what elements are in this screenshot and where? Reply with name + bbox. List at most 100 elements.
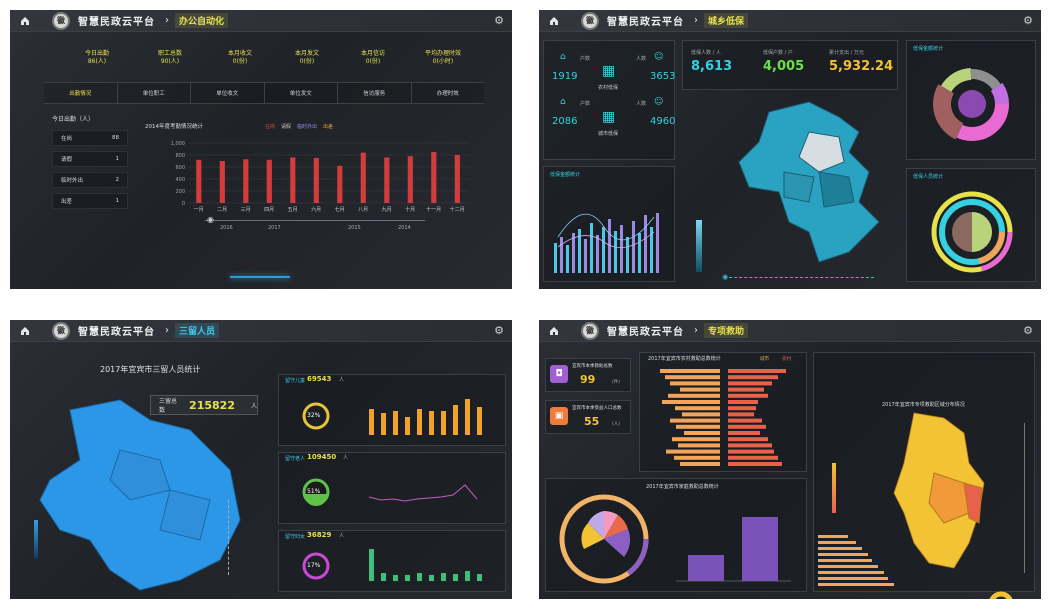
bar — [662, 400, 720, 404]
bar[interactable] — [313, 158, 319, 203]
bar[interactable] — [243, 159, 249, 203]
home-icon[interactable] — [16, 322, 34, 340]
bar — [670, 381, 720, 386]
group-label: 留守妇女 — [285, 534, 306, 540]
timeline-label[interactable]: 2016 — [220, 225, 233, 231]
gear-icon[interactable]: ⚙ — [1023, 14, 1033, 27]
bar — [728, 437, 768, 442]
x-tick-label: 十二月 — [450, 206, 465, 213]
module-title: 城乡低保 — [704, 13, 749, 28]
timeline-label[interactable]: 2015 — [348, 225, 361, 231]
card-label: 宜宾市本季救助总数 — [572, 364, 613, 369]
card-unit: (件) — [612, 380, 621, 385]
legend-gradient — [34, 520, 38, 558]
bar — [728, 449, 774, 454]
tab-staff[interactable]: 单位职工 — [118, 83, 191, 103]
bar — [666, 449, 720, 454]
play-icon[interactable]: ◉ — [722, 273, 729, 281]
kpi-incoming: 本月收文 0(份) — [227, 50, 252, 65]
play-icon[interactable]: ◉ — [207, 215, 214, 224]
logo-icon: 徽 — [581, 321, 599, 340]
bar — [728, 412, 754, 417]
tab-attendance[interactable]: 出勤情况 — [44, 83, 118, 103]
bar[interactable] — [337, 165, 343, 203]
x-tick-label: 二月 — [217, 207, 227, 213]
bar — [626, 237, 629, 273]
aid-map[interactable] — [874, 393, 994, 583]
trend-box: 低保金额统计 — [543, 166, 675, 282]
logo-icon: 徽 — [52, 321, 70, 340]
bar — [608, 219, 611, 273]
timeline-line — [724, 277, 874, 278]
y-tick-label: 1,000 — [171, 141, 185, 147]
logo-icon: 徽 — [52, 11, 70, 30]
bar — [668, 393, 720, 398]
card-aid-count: ◘ 宜宾市本季救助总数 99 (件) — [545, 358, 631, 392]
legend-gradient — [696, 220, 702, 272]
home-icon[interactable] — [16, 12, 34, 30]
bar — [728, 462, 782, 466]
group-elderly: 留守老人 109450 人 51% — [278, 452, 506, 524]
house-icon: ⌂ — [560, 52, 566, 62]
bar[interactable] — [219, 161, 225, 203]
tab-incoming[interactable]: 单位收文 — [191, 83, 265, 103]
bar — [676, 424, 720, 429]
tab-outgoing[interactable]: 单位发文 — [265, 83, 338, 103]
y-tick-label: 0 — [182, 201, 185, 207]
platform-title: 智慧民政云平台 — [607, 327, 684, 338]
bar — [728, 387, 764, 392]
tab-petition[interactable]: 信访服务 — [338, 83, 412, 103]
header-bar: 徽 智慧民政云平台 › 城乡低保 ⚙ — [539, 10, 1041, 32]
stats-box: 低保人数 / 人 8,613 低保户数 / 户 4,005 累计支出 / 万元 … — [682, 40, 898, 90]
bar — [728, 369, 786, 373]
panel-office-automation: 徽 智慧民政云平台 › 办公自动化 ⚙ 今日出勤 86(人) 职工总数 90(人) … — [10, 10, 512, 289]
gear-icon[interactable]: ⚙ — [494, 14, 504, 27]
welfare-counts-box: ⌂ ☺ 户数 人数 1919 3653 ▦ 农村低保 ⌂ ☺ 户数 人数 208… — [543, 40, 675, 160]
panel-urban-rural-welfare: 徽 智慧民政云平台 › 城乡低保 ⚙ ⌂ ☺ 户数 人数 1919 3653 ▦… — [539, 10, 1041, 289]
city-map[interactable] — [30, 390, 260, 595]
horizontal-bars — [818, 535, 894, 586]
chart-legend: 在岗 请假 临时外出 出差 — [265, 123, 333, 130]
bar[interactable] — [431, 152, 437, 203]
bar[interactable] — [407, 156, 413, 203]
timeline-label[interactable]: 2017 — [268, 225, 281, 231]
bar[interactable] — [454, 155, 460, 203]
bar — [728, 418, 762, 423]
stat-value: 5,932.24 — [829, 59, 894, 74]
bar — [684, 431, 720, 435]
bar[interactable] — [196, 159, 202, 203]
tab-efficiency[interactable]: 办理时效 — [436, 91, 459, 97]
group-line — [368, 484, 478, 502]
donut-title: 低保金额统计 — [913, 46, 944, 52]
chart-title: 2017年宜宾市家庭救助总数统计 — [646, 484, 719, 490]
home-icon[interactable] — [545, 322, 563, 340]
home-icon[interactable] — [545, 12, 563, 30]
timeline-line — [1024, 423, 1025, 573]
bar — [572, 233, 575, 273]
legend-item: 临时外出 — [297, 124, 318, 130]
x-tick-label: 一月 — [194, 207, 204, 213]
bar[interactable] — [360, 152, 366, 203]
group-bars — [369, 549, 482, 581]
total-unit: 人 — [250, 402, 257, 410]
people-icon: ☺ — [654, 52, 664, 62]
bar — [660, 369, 720, 373]
bar — [672, 437, 720, 442]
rural-people-value: 3653 — [650, 71, 676, 82]
group-value: 69543 — [307, 375, 332, 383]
label: 人数 — [636, 101, 647, 107]
x-tick-label: 六月 — [311, 206, 321, 213]
group-value: 109450 — [307, 453, 337, 461]
gear-icon[interactable]: ⚙ — [494, 324, 504, 337]
gear-icon[interactable]: ⚙ — [1023, 324, 1033, 337]
bar — [728, 431, 760, 435]
rural-label: 农村低保 — [598, 85, 619, 91]
timeline-label[interactable]: 2014 — [398, 225, 411, 231]
bar[interactable] — [384, 157, 390, 203]
bar — [675, 406, 720, 411]
bar[interactable] — [290, 157, 296, 203]
city-map[interactable] — [729, 92, 909, 272]
bar[interactable] — [266, 159, 272, 203]
kpi-staff: 职工总数 90(人) — [157, 50, 182, 65]
